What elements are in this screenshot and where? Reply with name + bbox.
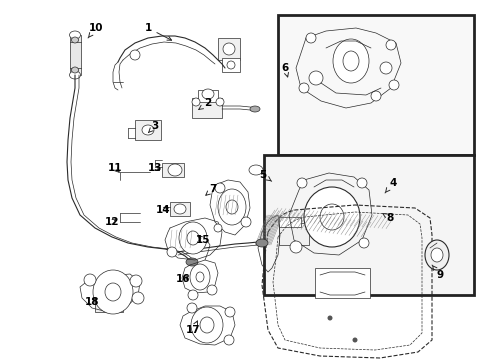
Bar: [279, 223, 308, 245]
Ellipse shape: [192, 98, 200, 106]
Text: 2: 2: [199, 98, 211, 109]
Ellipse shape: [130, 50, 140, 60]
Bar: [264, 155, 473, 295]
Ellipse shape: [191, 307, 223, 343]
Ellipse shape: [304, 187, 359, 247]
Ellipse shape: [342, 51, 358, 71]
Ellipse shape: [319, 204, 343, 230]
Text: 3: 3: [148, 121, 158, 132]
Ellipse shape: [185, 258, 198, 266]
Text: 17: 17: [185, 321, 200, 335]
Text: 9: 9: [431, 265, 443, 280]
Bar: [162, 163, 183, 177]
Text: 14: 14: [155, 205, 170, 215]
Ellipse shape: [225, 200, 238, 214]
Bar: [95, 296, 123, 312]
Ellipse shape: [298, 83, 308, 93]
Ellipse shape: [289, 241, 302, 253]
Bar: [198, 90, 218, 102]
Ellipse shape: [71, 67, 79, 73]
Ellipse shape: [256, 239, 267, 247]
Ellipse shape: [186, 303, 197, 313]
Ellipse shape: [93, 270, 133, 314]
Ellipse shape: [379, 62, 391, 74]
Ellipse shape: [167, 247, 177, 257]
Ellipse shape: [200, 317, 214, 333]
Ellipse shape: [356, 178, 366, 188]
Ellipse shape: [358, 238, 368, 248]
Ellipse shape: [186, 231, 199, 245]
Ellipse shape: [249, 106, 260, 112]
Ellipse shape: [241, 217, 250, 227]
Text: 10: 10: [88, 23, 103, 38]
Text: 8: 8: [382, 213, 393, 223]
Ellipse shape: [224, 307, 235, 317]
Text: 7: 7: [205, 184, 216, 195]
Ellipse shape: [226, 61, 235, 69]
Ellipse shape: [179, 222, 206, 254]
Bar: [135, 120, 161, 140]
Ellipse shape: [218, 189, 245, 225]
Ellipse shape: [196, 272, 203, 282]
Ellipse shape: [332, 39, 368, 83]
Ellipse shape: [370, 91, 380, 101]
Ellipse shape: [69, 71, 81, 79]
Text: 15: 15: [195, 235, 210, 245]
Text: 18: 18: [84, 297, 99, 307]
Text: 12: 12: [104, 217, 119, 227]
Ellipse shape: [424, 240, 448, 270]
Text: 1: 1: [144, 23, 171, 40]
Ellipse shape: [174, 204, 185, 214]
Ellipse shape: [224, 335, 234, 345]
Ellipse shape: [202, 89, 214, 99]
Ellipse shape: [69, 31, 81, 39]
Ellipse shape: [214, 224, 222, 232]
Ellipse shape: [388, 80, 398, 90]
Ellipse shape: [215, 183, 224, 193]
Ellipse shape: [223, 43, 235, 55]
Ellipse shape: [216, 98, 224, 106]
Ellipse shape: [105, 283, 121, 301]
Ellipse shape: [142, 125, 154, 135]
Ellipse shape: [305, 33, 315, 43]
Ellipse shape: [132, 292, 143, 304]
Text: 4: 4: [384, 178, 396, 193]
Ellipse shape: [385, 40, 395, 50]
Ellipse shape: [190, 264, 209, 290]
Ellipse shape: [187, 290, 198, 300]
Ellipse shape: [84, 274, 96, 286]
Ellipse shape: [327, 315, 332, 320]
Ellipse shape: [352, 337, 357, 342]
Ellipse shape: [130, 275, 142, 287]
Text: 6: 6: [281, 63, 288, 77]
Bar: [222, 58, 240, 72]
Ellipse shape: [430, 248, 442, 262]
Ellipse shape: [168, 164, 182, 176]
Ellipse shape: [248, 165, 263, 175]
Text: 16: 16: [175, 274, 190, 284]
Bar: [192, 98, 222, 118]
Ellipse shape: [206, 285, 217, 295]
Text: 13: 13: [147, 163, 162, 173]
Ellipse shape: [71, 37, 79, 43]
Bar: [170, 202, 190, 216]
Bar: [314, 268, 369, 298]
Text: 5: 5: [259, 170, 271, 181]
Bar: [278, 15, 473, 155]
Ellipse shape: [308, 71, 323, 85]
Text: 11: 11: [107, 163, 122, 173]
Ellipse shape: [296, 178, 306, 188]
Bar: [218, 38, 240, 60]
Bar: [70, 35, 81, 75]
Bar: [279, 217, 301, 227]
